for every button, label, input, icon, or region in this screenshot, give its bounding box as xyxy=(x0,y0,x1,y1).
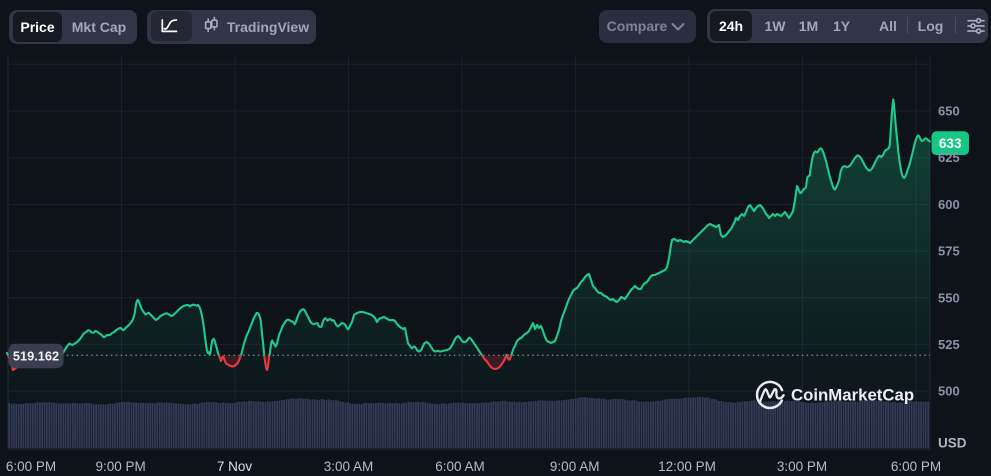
svg-text:12:00 PM: 12:00 PM xyxy=(658,459,716,474)
svg-text:USD: USD xyxy=(938,436,967,451)
svg-text:550: 550 xyxy=(938,290,960,305)
svg-text:3:00 PM: 3:00 PM xyxy=(777,459,827,474)
svg-text:7 Nov: 7 Nov xyxy=(217,459,253,474)
svg-text:519.162: 519.162 xyxy=(13,348,59,363)
svg-text:CoinMarketCap: CoinMarketCap xyxy=(791,386,914,405)
svg-text:9:00 AM: 9:00 AM xyxy=(550,459,600,474)
svg-text:6:00 AM: 6:00 AM xyxy=(435,459,485,474)
svg-text:650: 650 xyxy=(938,104,960,119)
svg-text:6:00 PM: 6:00 PM xyxy=(6,459,56,474)
svg-text:3:00 AM: 3:00 AM xyxy=(324,459,374,474)
svg-text:633: 633 xyxy=(939,136,962,151)
svg-text:500: 500 xyxy=(938,384,960,399)
svg-text:600: 600 xyxy=(938,197,960,212)
svg-text:9:00 PM: 9:00 PM xyxy=(95,459,145,474)
svg-text:575: 575 xyxy=(938,244,960,259)
svg-text:6:00 PM: 6:00 PM xyxy=(891,459,941,474)
svg-text:625: 625 xyxy=(938,150,960,165)
svg-text:525: 525 xyxy=(938,337,960,352)
